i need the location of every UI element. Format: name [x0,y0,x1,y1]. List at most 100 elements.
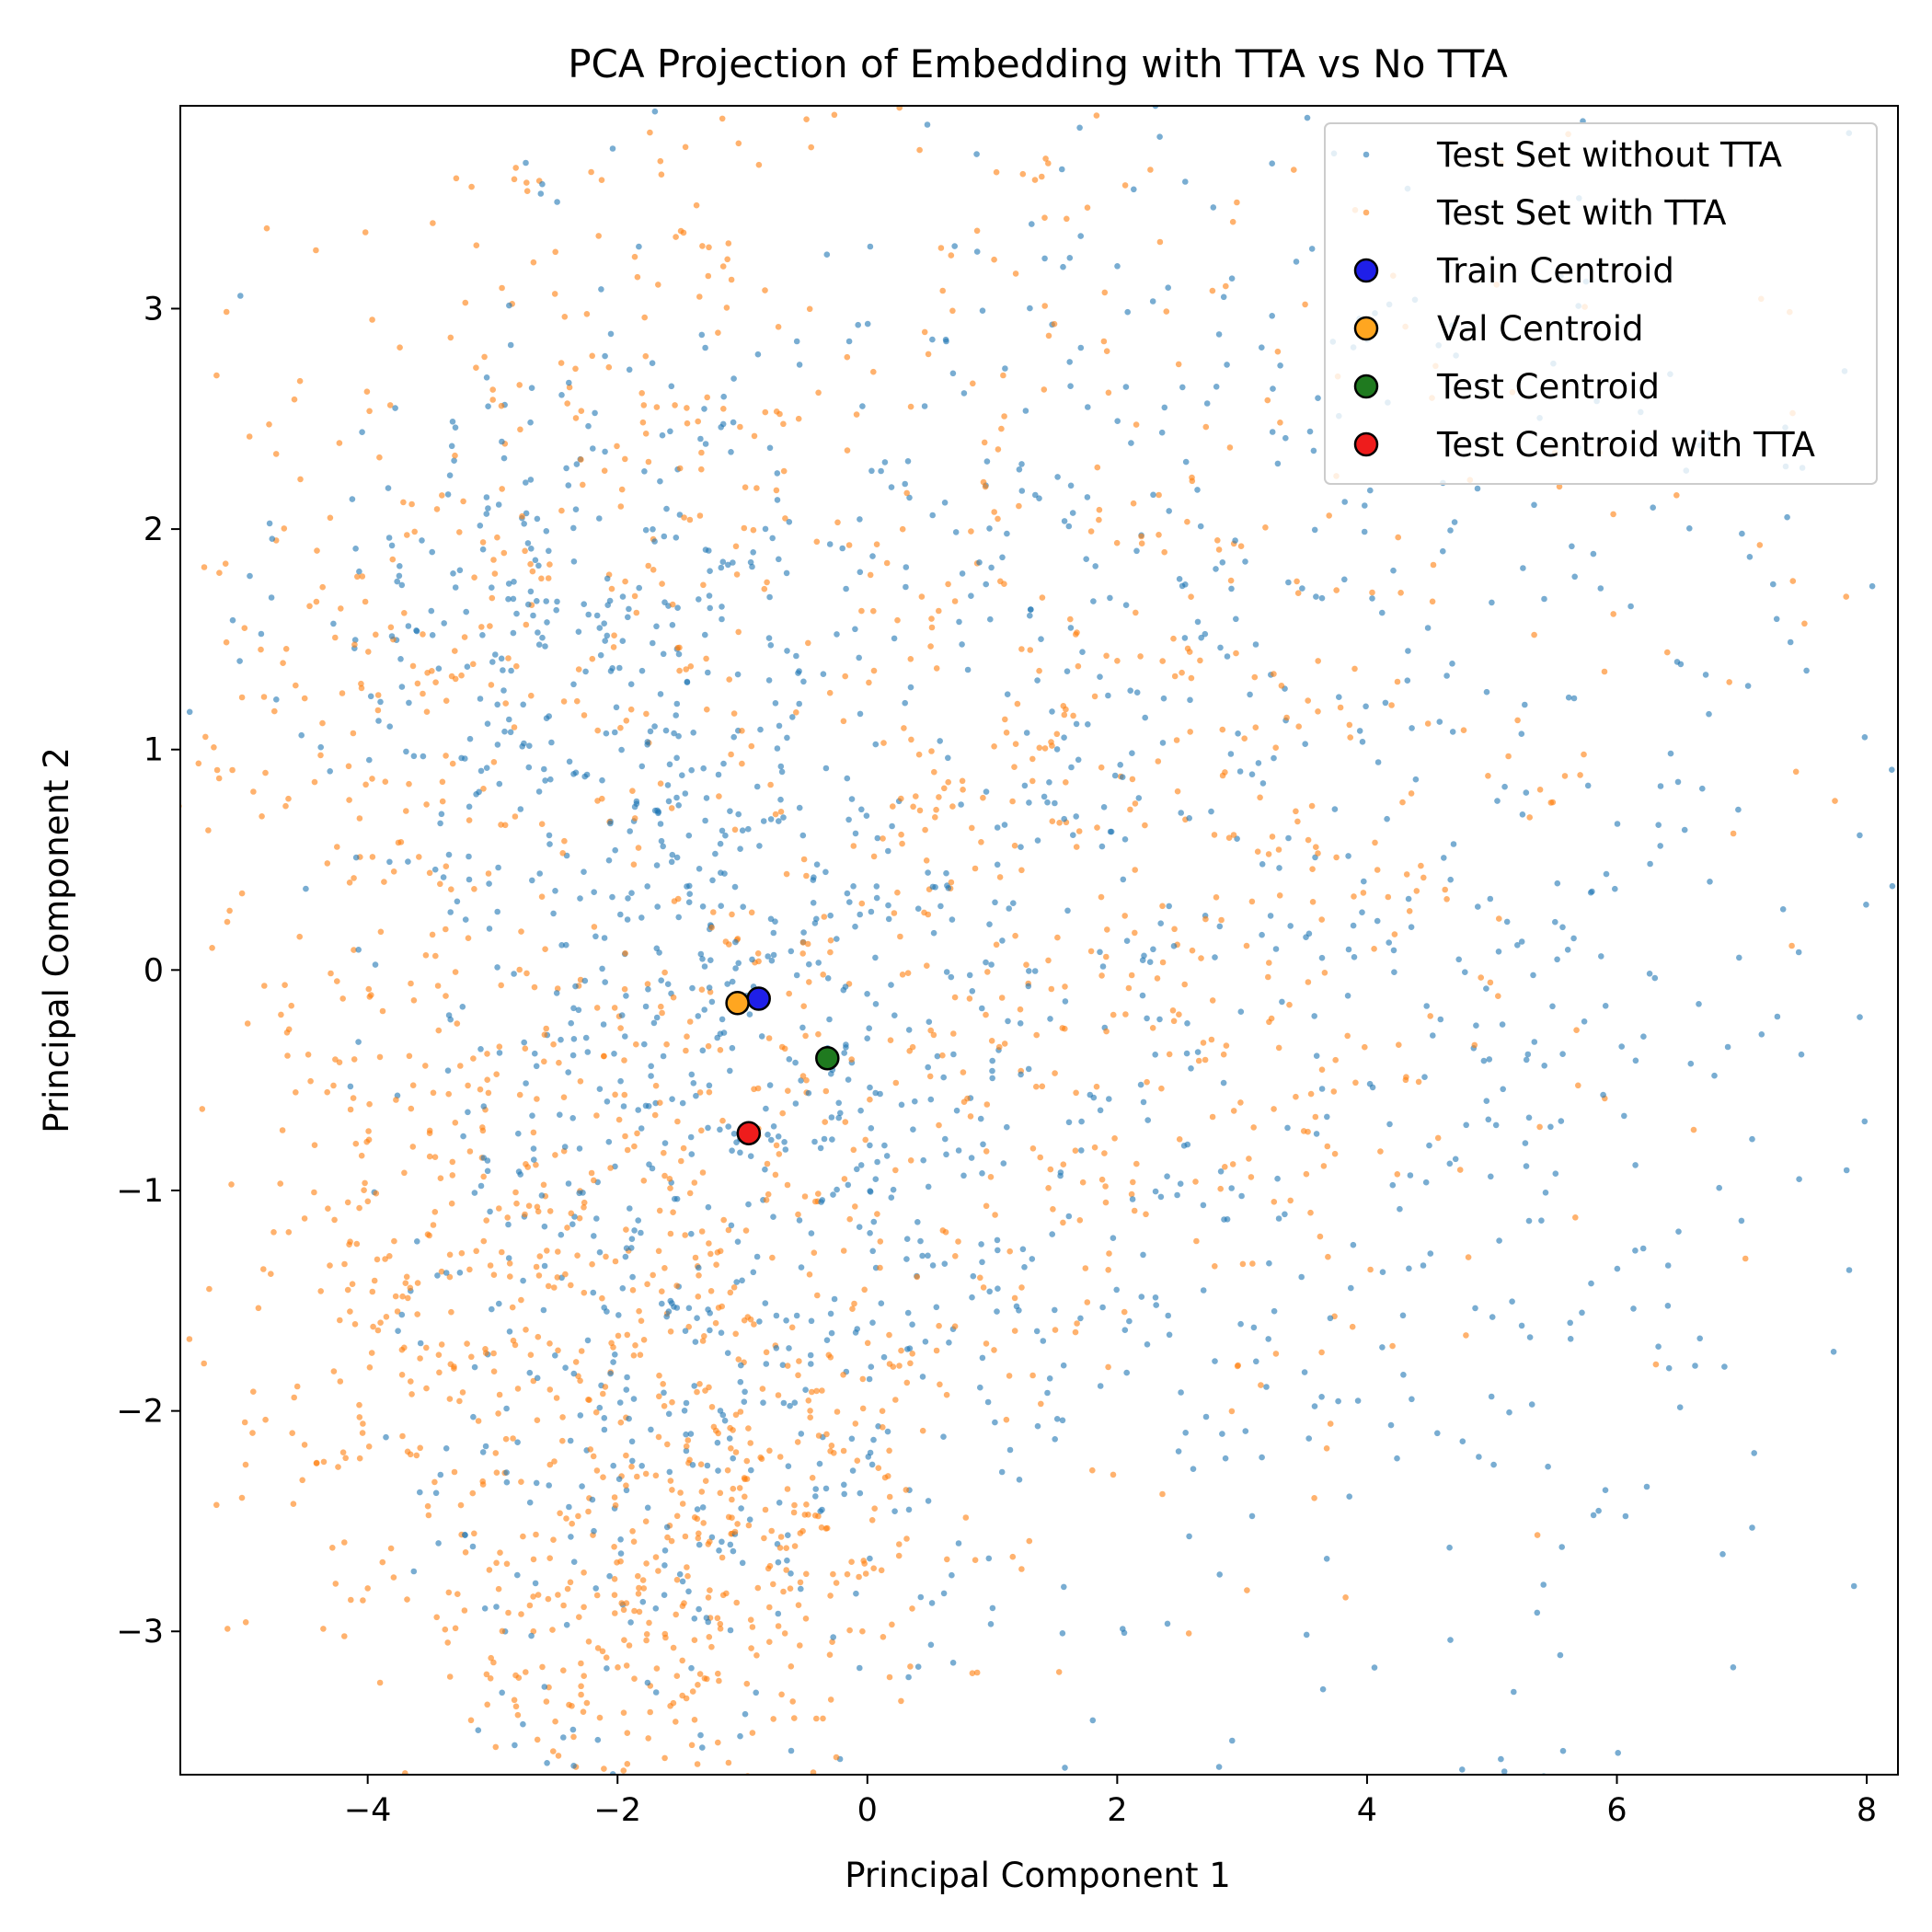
point-test-with-tta [487,1262,494,1269]
point-test-without-tta [925,869,931,876]
point-test-with-tta [560,1602,567,1609]
point-test-with-tta [686,1456,693,1464]
point-test-without-tta [638,1125,645,1132]
point-test-without-tta [868,908,875,915]
point-test-with-tta [443,863,450,869]
point-test-without-tta [536,870,543,877]
point-test-with-tta [684,1564,690,1570]
marker-val-centroid [725,991,750,1016]
point-test-with-tta [735,628,742,636]
point-test-with-tta [471,886,477,892]
point-test-with-tta [684,1033,690,1040]
point-test-without-tta [658,837,665,845]
point-test-with-tta [927,643,934,650]
point-test-with-tta [516,382,523,388]
point-test-with-tta [550,1041,557,1048]
point-test-without-tta [929,336,936,343]
point-test-without-tta [812,1486,819,1492]
point-test-without-tta [841,1490,847,1498]
point-test-without-tta [493,1604,500,1610]
point-test-without-tta [625,614,631,621]
point-test-with-tta [284,1052,291,1059]
point-test-without-tta [661,1562,668,1569]
point-test-with-tta [615,1332,622,1340]
point-test-without-tta [669,622,676,628]
point-test-with-tta [608,1340,615,1347]
centroid-markers-layer [725,986,840,1145]
point-test-without-tta [765,1132,771,1138]
point-test-without-tta [732,938,739,946]
point-test-without-tta [827,1310,834,1317]
point-test-without-tta [466,853,472,860]
point-test-without-tta [1361,878,1367,885]
point-test-without-tta [1270,385,1276,392]
point-test-with-tta [311,1142,318,1148]
point-test-with-tta [1318,916,1325,923]
point-test-with-tta [941,785,948,792]
point-test-without-tta [1004,691,1011,697]
point-test-with-tta [344,1199,351,1206]
point-test-without-tta [558,1231,565,1238]
point-test-without-tta [642,526,650,534]
point-test-with-tta [1402,1076,1409,1084]
point-test-without-tta [530,1145,537,1152]
point-test-with-tta [417,1355,423,1362]
point-test-without-tta [446,472,454,478]
point-test-with-tta [910,803,916,811]
point-test-with-tta [399,1432,406,1440]
legend-label-val-centroid: Val Centroid [1437,309,1644,349]
point-test-without-tta [1182,1430,1189,1436]
point-test-without-tta [532,1050,538,1057]
point-test-with-tta [540,1181,547,1189]
point-test-with-tta [1742,1255,1749,1262]
point-test-without-tta [733,1139,740,1145]
point-test-without-tta [236,658,243,664]
point-test-with-tta [1200,1040,1207,1046]
point-test-without-tta [958,801,964,808]
point-test-with-tta [634,1473,640,1480]
point-test-without-tta [778,768,786,776]
point-test-without-tta [952,529,960,535]
point-test-without-tta [1441,855,1447,861]
point-test-with-tta [903,1487,910,1493]
point-test-with-tta [870,607,877,615]
point-test-without-tta [1525,1217,1533,1225]
point-test-with-tta [948,252,955,259]
point-test-with-tta [987,1174,995,1180]
point-test-with-tta [834,1409,841,1415]
point-test-with-tta [1220,1051,1227,1058]
point-test-with-tta [1121,1308,1128,1316]
point-test-without-tta [949,916,956,923]
point-test-with-tta [1073,631,1079,638]
point-test-without-tta [661,1140,669,1146]
point-test-without-tta [697,1731,704,1739]
point-test-with-tta [1266,1018,1272,1026]
point-test-without-tta [553,990,560,996]
point-test-with-tta [469,1489,477,1497]
point-test-without-tta [1250,1324,1258,1331]
point-test-with-tta [844,1570,851,1578]
point-test-without-tta [730,1131,738,1137]
point-test-without-tta [989,1067,995,1075]
point-test-with-tta [1254,848,1261,855]
point-test-without-tta [456,1270,464,1276]
point-test-with-tta [643,1637,650,1644]
point-test-without-tta [1736,954,1742,961]
point-test-with-tta [878,1567,885,1574]
point-test-with-tta [623,1482,629,1489]
point-test-without-tta [857,1162,865,1168]
point-test-with-tta [887,1037,894,1043]
point-test-without-tta [1570,695,1578,702]
point-test-with-tta [1730,830,1737,837]
point-test-without-tta [534,515,541,523]
point-test-without-tta [500,667,506,673]
point-test-without-tta [570,771,577,777]
point-test-without-tta [1523,1163,1530,1169]
point-test-with-tta [366,1364,374,1371]
point-test-with-tta [827,1696,834,1703]
point-test-with-tta [1171,673,1179,680]
point-test-without-tta [631,803,638,811]
point-test-without-tta [617,1550,625,1557]
point-test-without-tta [454,898,461,905]
point-test-with-tta [914,1273,921,1281]
